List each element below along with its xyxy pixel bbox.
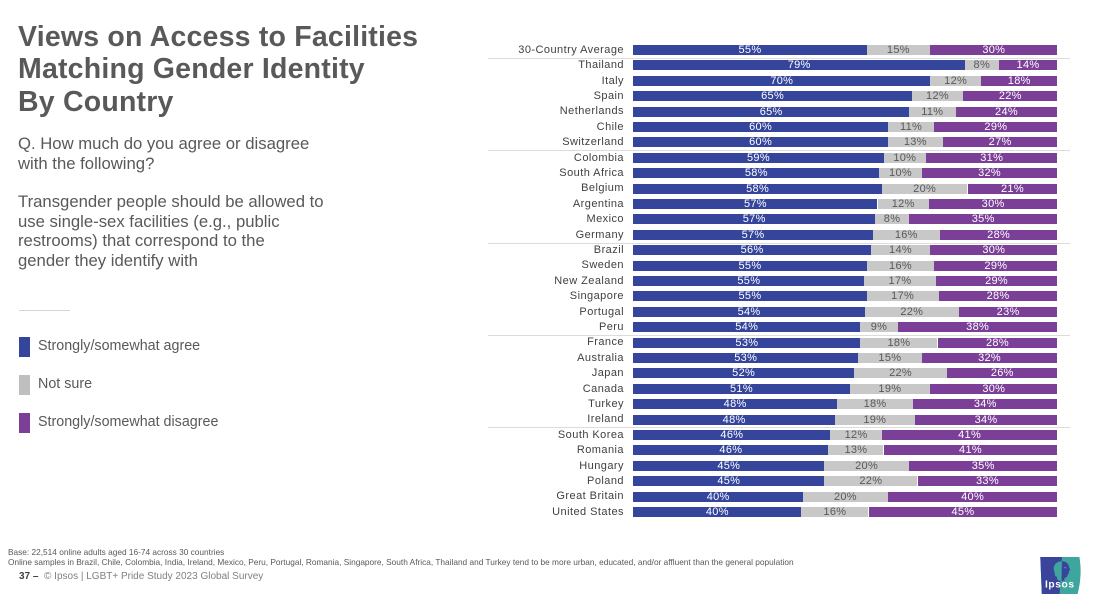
svg-text:Ipsos: Ipsos [1045, 580, 1075, 591]
